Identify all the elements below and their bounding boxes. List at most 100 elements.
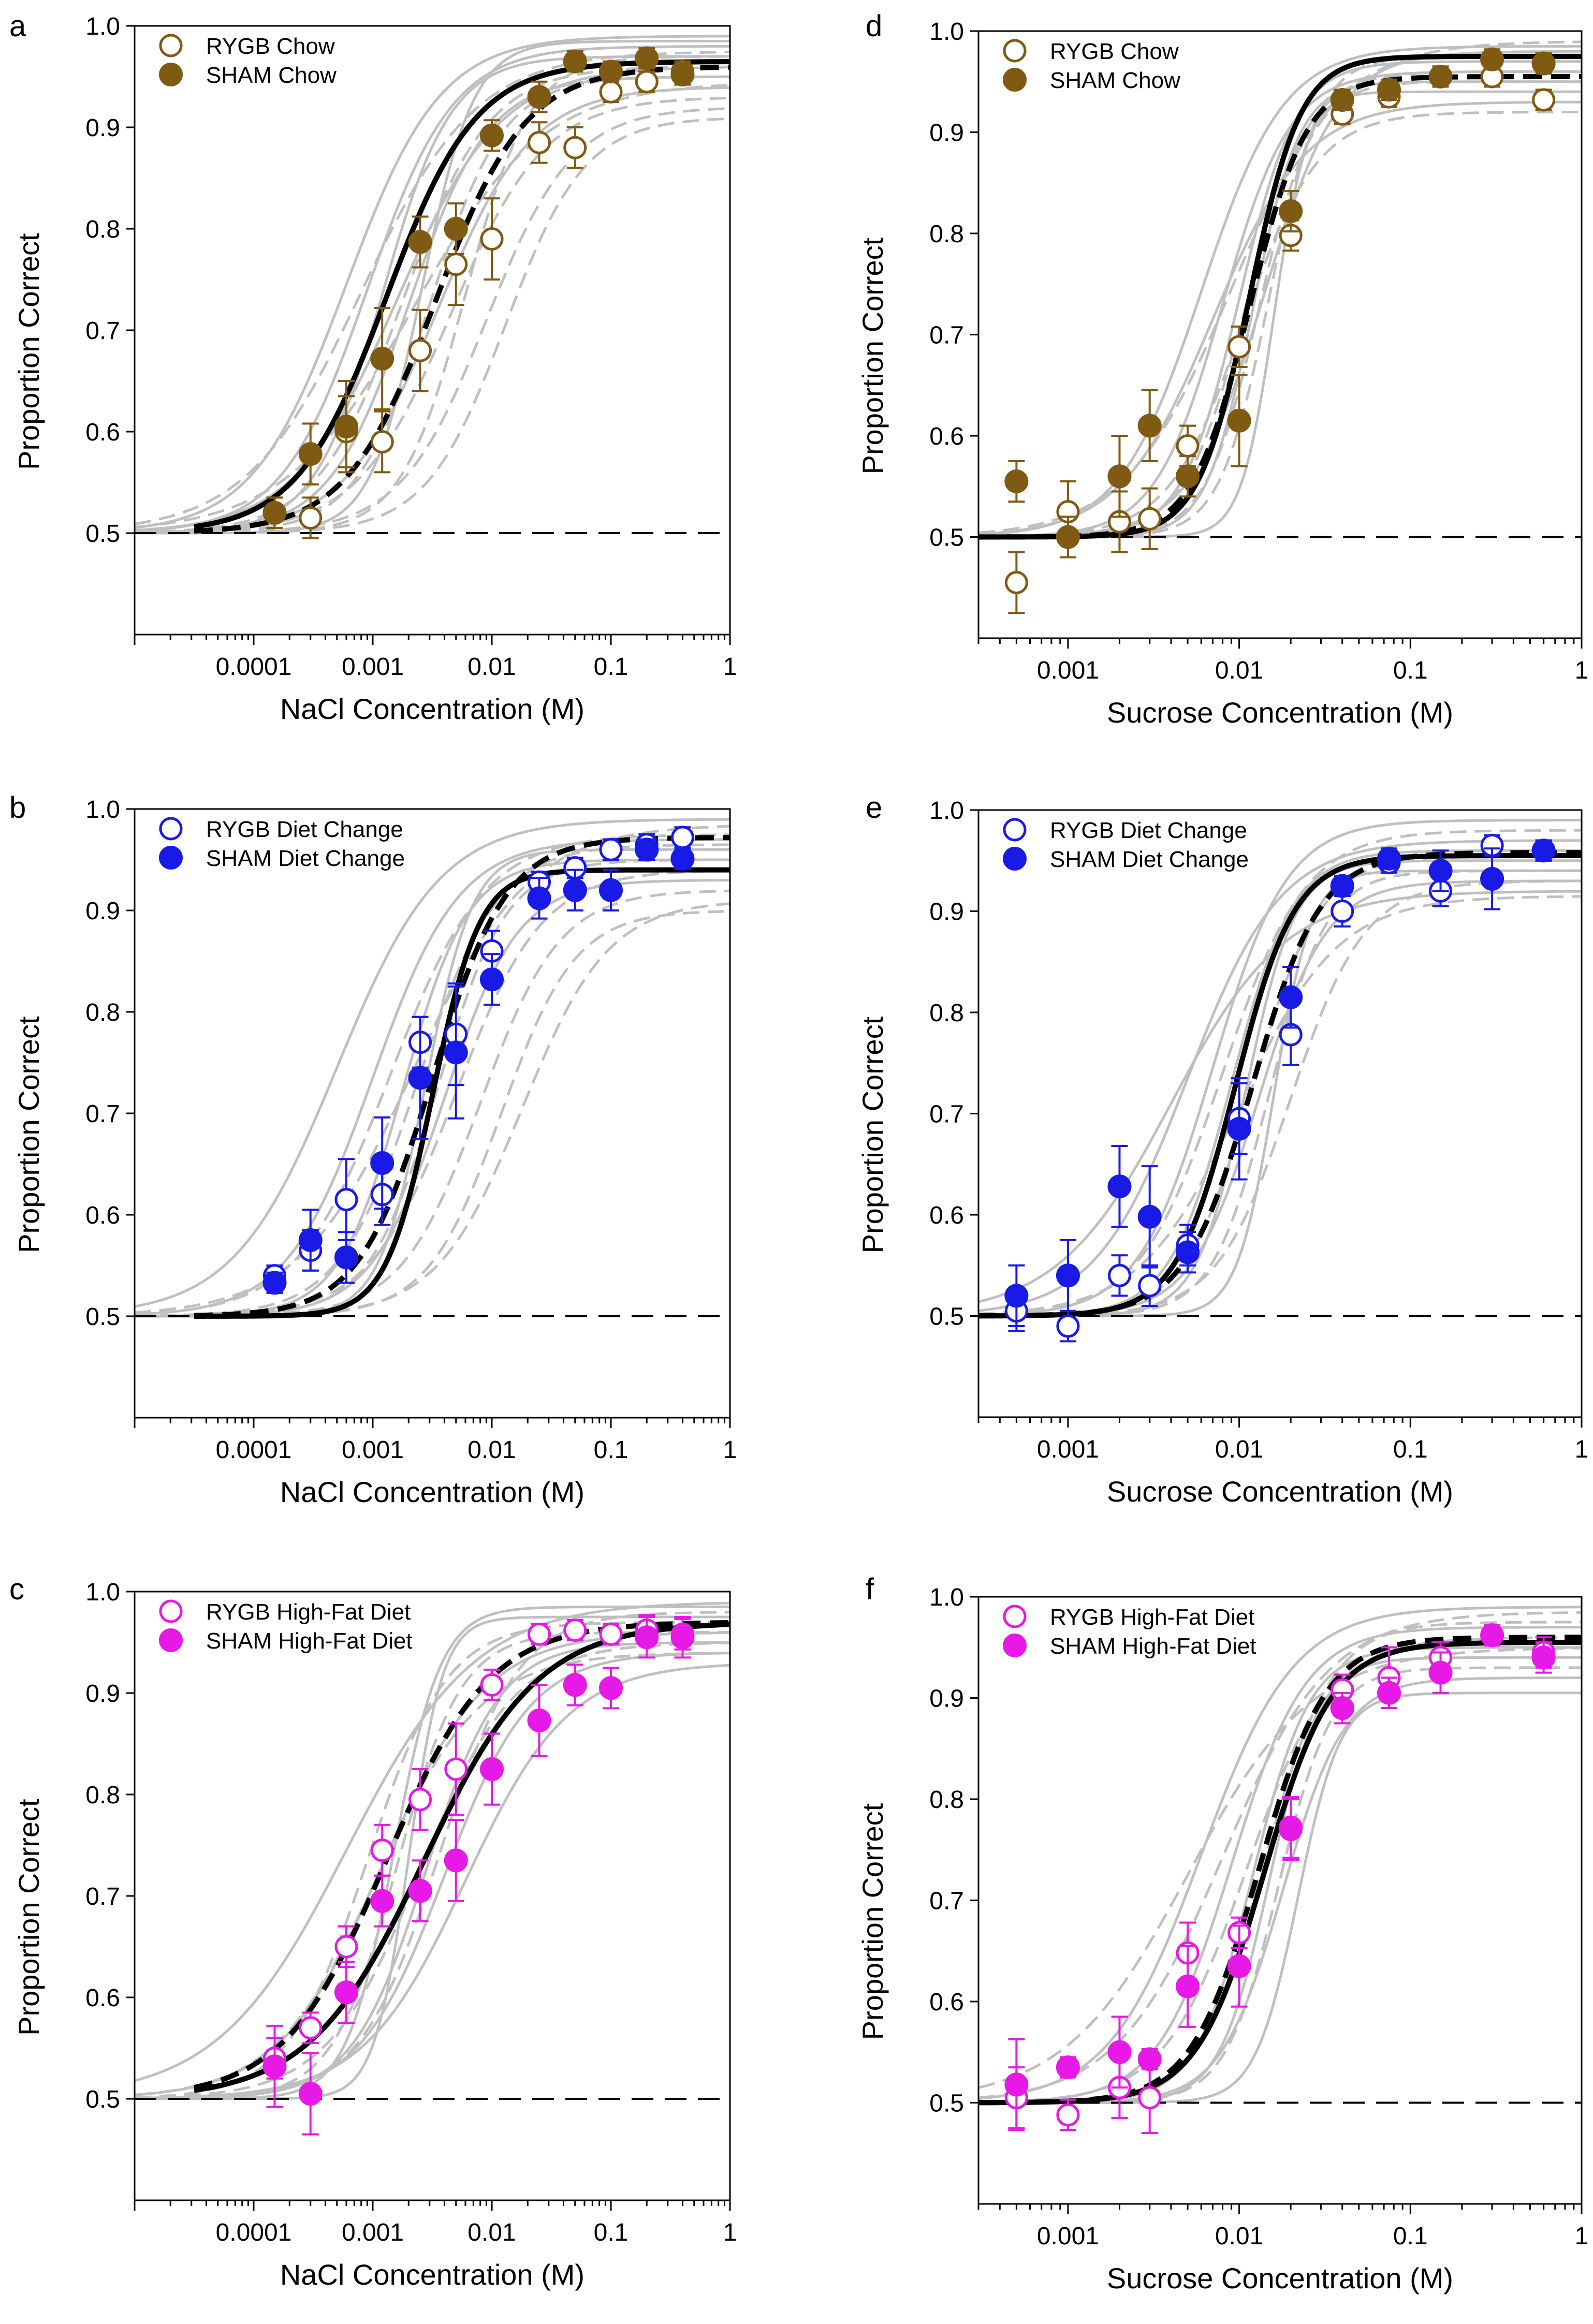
data-point bbox=[408, 230, 432, 254]
data-point bbox=[480, 1757, 504, 1781]
plot-area bbox=[135, 1601, 730, 2136]
legend-marker bbox=[1003, 68, 1027, 92]
y-tick-label: 0.8 bbox=[929, 1786, 964, 1814]
individual-fit-curve bbox=[978, 55, 1582, 538]
data-point bbox=[1227, 408, 1251, 433]
group-fit-curve bbox=[194, 867, 730, 1319]
data-point bbox=[1330, 87, 1354, 112]
legend-label: SHAM Diet Change bbox=[1050, 847, 1249, 872]
data-point bbox=[563, 1618, 587, 1642]
x-tick-label: 0.001 bbox=[342, 653, 404, 681]
data-point bbox=[298, 1228, 323, 1252]
legend-label: SHAM Chow bbox=[206, 63, 337, 88]
x-tick-label: 0.001 bbox=[1037, 2223, 1099, 2250]
x-tick-label: 0.01 bbox=[1215, 1436, 1263, 1463]
individual-fit-curve bbox=[978, 111, 1582, 538]
legend: RYGB High-Fat Diet SHAM High-Fat Diet bbox=[159, 1599, 413, 1654]
panel-f: f 0.5 0.6 0.7 0.8 0.9 1.0 0.001 0.01 0.1 1 Sucrose … bbox=[856, 1572, 1588, 2294]
legend-label: RYGB Diet Change bbox=[1050, 818, 1247, 843]
data-point bbox=[262, 2054, 287, 2079]
individual-fit-curve bbox=[978, 1646, 1582, 2089]
data-point bbox=[1056, 1314, 1080, 1338]
legend-marker bbox=[159, 846, 183, 870]
data-point bbox=[334, 1245, 358, 1270]
individual-fit-curve bbox=[135, 825, 730, 1314]
individual-fit-curve bbox=[135, 1664, 730, 2100]
x-tick-label: 0.1 bbox=[594, 653, 629, 681]
data-point bbox=[1004, 570, 1028, 594]
data-point bbox=[1330, 1696, 1354, 1720]
data-point bbox=[635, 46, 659, 70]
x-tick-label: 0.001 bbox=[1037, 657, 1099, 684]
data-point bbox=[1531, 51, 1556, 76]
individual-fit-curve bbox=[135, 83, 730, 528]
data-point bbox=[670, 847, 695, 871]
data-point bbox=[1279, 985, 1303, 1009]
data-point bbox=[334, 415, 358, 439]
individual-fit-curve bbox=[135, 1611, 730, 2100]
legend-marker bbox=[159, 1599, 183, 1623]
individual-fit-curve bbox=[135, 65, 730, 534]
data-point bbox=[1107, 2040, 1132, 2064]
data-point bbox=[444, 1040, 468, 1065]
y-tick-label: 0.5 bbox=[85, 1303, 120, 1331]
y-tick-label: 0.9 bbox=[85, 114, 120, 142]
data-point bbox=[480, 1673, 504, 1697]
y-tick-label: 0.5 bbox=[85, 2086, 120, 2113]
data-point bbox=[635, 70, 659, 94]
y-tick-label: 0.6 bbox=[85, 419, 120, 446]
y-tick-label: 0.9 bbox=[929, 899, 964, 926]
legend-label: RYGB High-Fat Diet bbox=[1050, 1605, 1254, 1630]
panel-label: b bbox=[9, 791, 26, 825]
y-tick-label: 0.9 bbox=[85, 898, 120, 925]
panel-label: a bbox=[9, 9, 26, 43]
data-point bbox=[1377, 78, 1401, 102]
individual-fit-curve bbox=[135, 107, 730, 535]
group-fit-curve bbox=[978, 1635, 1582, 2106]
data-point bbox=[480, 967, 504, 992]
group-fit-curve bbox=[978, 853, 1582, 1319]
y-tick-label: 1.0 bbox=[85, 13, 120, 40]
y-axis-label: Proportion Correct bbox=[856, 237, 889, 474]
data-point bbox=[444, 1848, 468, 1873]
data-point bbox=[1056, 2055, 1080, 2080]
data-point bbox=[262, 501, 287, 525]
individual-fit-curve bbox=[978, 60, 1582, 538]
x-tick-label: 0.001 bbox=[342, 1436, 404, 1464]
plot-frame bbox=[134, 808, 731, 1419]
x-tick-label: 0.01 bbox=[1215, 2223, 1263, 2250]
data-point bbox=[334, 1980, 358, 2005]
data-point bbox=[1004, 2072, 1029, 2097]
individual-fit-curve bbox=[135, 869, 730, 1317]
x-axis-label: NaCl Concentration (M) bbox=[280, 1476, 584, 1508]
y-tick-label: 0.8 bbox=[85, 1782, 120, 1809]
x-tick-label: 0.1 bbox=[1393, 2223, 1428, 2250]
x-tick-label: 0.0001 bbox=[216, 1436, 292, 1464]
data-point bbox=[563, 878, 587, 902]
x-axis-label: Sucrose Concentration (M) bbox=[1107, 2262, 1453, 2294]
x-tick-label: 1 bbox=[1575, 1436, 1589, 1463]
legend-marker bbox=[159, 34, 183, 57]
individual-fit-curve bbox=[978, 1626, 1582, 2104]
x-tick-label: 1 bbox=[1575, 2223, 1589, 2250]
data-point bbox=[1176, 1240, 1200, 1264]
individual-fit-curve bbox=[135, 75, 730, 535]
individual-fit-curve bbox=[135, 117, 730, 535]
legend: RYGB Chow SHAM Chow bbox=[1003, 39, 1180, 93]
data-point bbox=[1227, 1116, 1251, 1141]
y-axis-label: Proportion Correct bbox=[12, 1799, 45, 2036]
data-point bbox=[1176, 464, 1200, 489]
data-point bbox=[1138, 507, 1162, 531]
data-point bbox=[408, 339, 432, 362]
y-tick-label: 0.9 bbox=[929, 1685, 964, 1713]
x-tick-label: 0.001 bbox=[342, 2219, 404, 2246]
legend-label: RYGB Diet Change bbox=[206, 817, 403, 842]
legend: RYGB Chow SHAM Chow bbox=[159, 34, 337, 88]
legend-label: SHAM Chow bbox=[1050, 68, 1180, 93]
y-axis-label: Proportion Correct bbox=[856, 1803, 889, 2040]
data-point bbox=[262, 1271, 287, 1295]
data-point bbox=[563, 1673, 587, 1697]
data-point bbox=[563, 49, 587, 73]
x-tick-label: 0.1 bbox=[1393, 1436, 1428, 1463]
individual-fit-curve bbox=[978, 1676, 1582, 2104]
